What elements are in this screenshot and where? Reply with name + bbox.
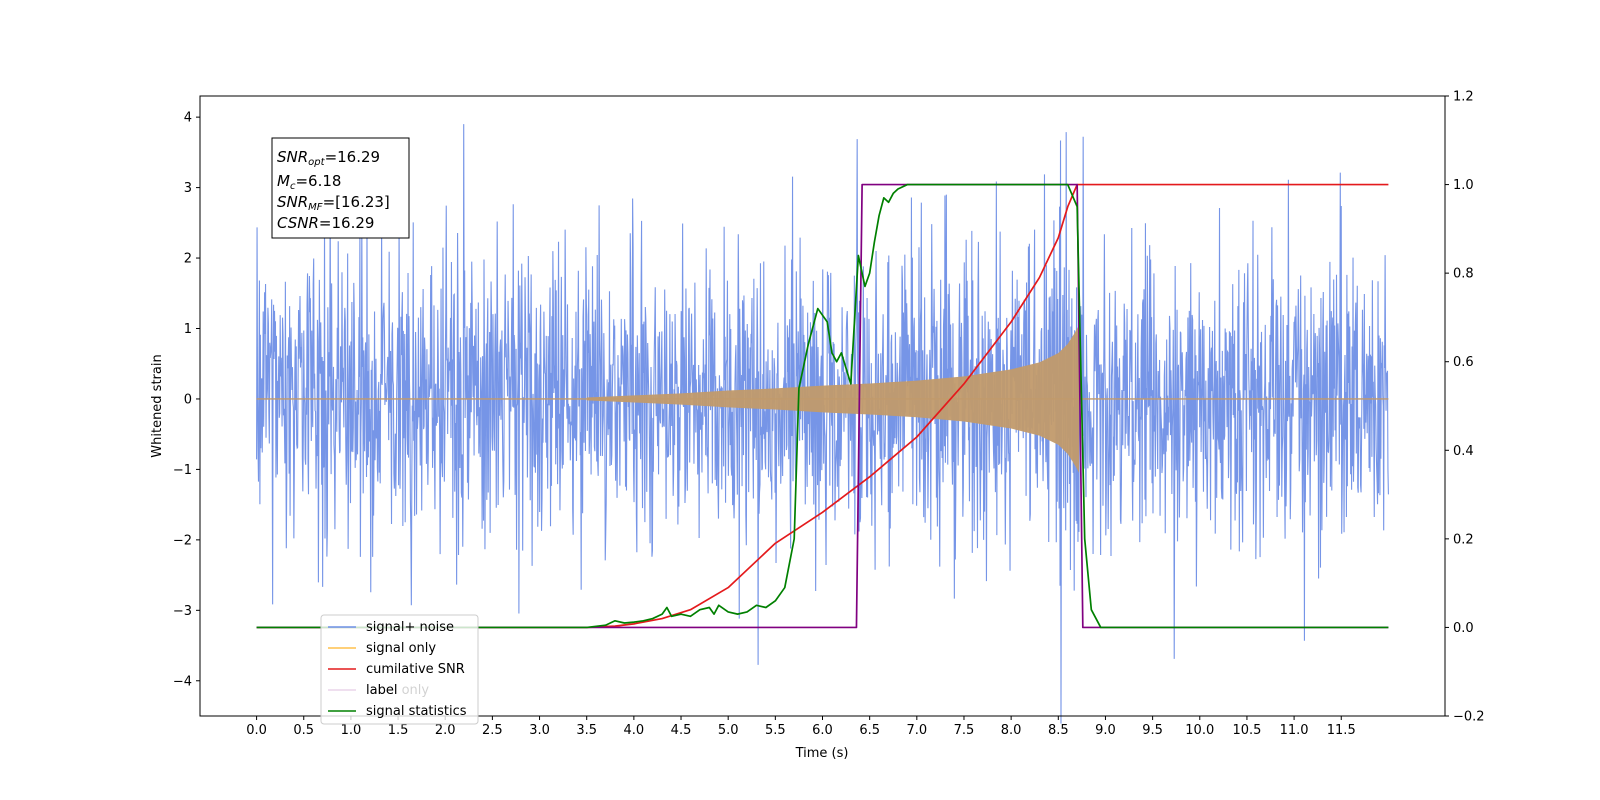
legend-label-signal-statistics: signal statistics [366, 704, 467, 719]
y-tick-label: 4 [184, 111, 192, 126]
y-tick-label: 2 [184, 252, 192, 267]
x-tick-label: 11.0 [1280, 723, 1309, 738]
y2-tick-label: 1.2 [1453, 90, 1474, 105]
x-tick-label: 9.5 [1142, 723, 1163, 738]
annotation-frame [271, 137, 410, 239]
legend-frame [320, 614, 479, 725]
x-tick-label: 2.5 [482, 723, 503, 738]
y2-tick-label: 0.6 [1453, 355, 1474, 370]
y-axis-right: −0.2 0.0 0.2 0.4 0.6 0.8 1.0 1.2 [1445, 90, 1485, 725]
x-tick-label: 6.5 [859, 723, 880, 738]
x-tick-label: 10.0 [1185, 723, 1214, 738]
legend-label-label: label [366, 683, 397, 698]
x-tick-label: 1.0 [341, 723, 362, 738]
y-tick-label: 0 [184, 392, 192, 407]
y-tick-label: 1 [184, 322, 192, 337]
x-tick-label: 0.5 [293, 723, 314, 738]
annotation-line-snr-mf: SNRMF=[16.23] [277, 193, 390, 213]
y-tick-label: −1 [173, 463, 192, 478]
y2-tick-label: 0.8 [1453, 267, 1474, 282]
legend-label-signal-only: signal only [366, 641, 436, 656]
legend-label-cumulative-snr: cumilative SNR [366, 662, 465, 677]
annotation-line-mc: Mc=6.18 [277, 172, 341, 192]
x-axis-label: Time (s) [795, 746, 849, 761]
x-tick-label: 5.5 [765, 723, 786, 738]
y2-tick-label: 1.0 [1453, 178, 1474, 193]
y-axis-left: −4 −3 −2 −1 0 1 2 3 4 [173, 111, 200, 689]
y2-tick-label: 0.2 [1453, 532, 1474, 547]
y-axis-label: Whitened strain [150, 354, 165, 457]
x-tick-label: 1.5 [388, 723, 409, 738]
x-tick-label: 11.5 [1327, 723, 1356, 738]
x-tick-label: 3.5 [576, 723, 597, 738]
y-tick-label: −3 [173, 604, 192, 619]
x-tick-label: 6.0 [812, 723, 833, 738]
series-cumilative-snr [256, 183, 1389, 629]
y-tick-label: −2 [173, 533, 192, 548]
x-tick-label: 8.0 [1001, 723, 1022, 738]
series-signal-statistics [256, 183, 1389, 629]
legend: signal+ noise signal only cumilative SNR… [320, 614, 479, 725]
x-tick-label: 8.5 [1048, 723, 1069, 738]
y2-tick-label: 0.0 [1453, 621, 1474, 636]
x-tick-label: 0.0 [246, 723, 267, 738]
legend-label-signal-noise: signal+ noise [366, 620, 454, 635]
x-tick-label: 2.0 [435, 723, 456, 738]
x-tick-label: 7.5 [954, 723, 975, 738]
y-tick-label: −4 [173, 674, 192, 689]
x-tick-label: 3.0 [529, 723, 550, 738]
legend-label-label-only: label only [366, 683, 429, 698]
y2-tick-label: −0.2 [1453, 710, 1485, 725]
plot-area [256, 124, 1389, 724]
x-tick-label: 9.0 [1095, 723, 1116, 738]
x-tick-label: 7.0 [906, 723, 927, 738]
annotation-line-csnr: CSNR=16.29 [277, 214, 374, 232]
x-axis: 0.0 0.5 1.0 1.5 2.0 2.5 3.0 3.5 4.0 4.5 5.0 5.5 6.0 6… [246, 716, 1356, 738]
x-tick-label: 5.0 [718, 723, 739, 738]
annotation-line-snr-opt: SNRopt=16.29 [277, 148, 380, 168]
x-tick-label: 4.5 [671, 723, 692, 738]
x-tick-label: 10.5 [1232, 723, 1261, 738]
x-tick-label: 4.0 [624, 723, 645, 738]
y2-tick-label: 0.4 [1453, 444, 1474, 459]
annotation-box: SNRopt=16.29 Mc=6.18 SNRMF=[16.23] CSNR=… [271, 137, 410, 239]
y-tick-label: 3 [184, 181, 192, 196]
